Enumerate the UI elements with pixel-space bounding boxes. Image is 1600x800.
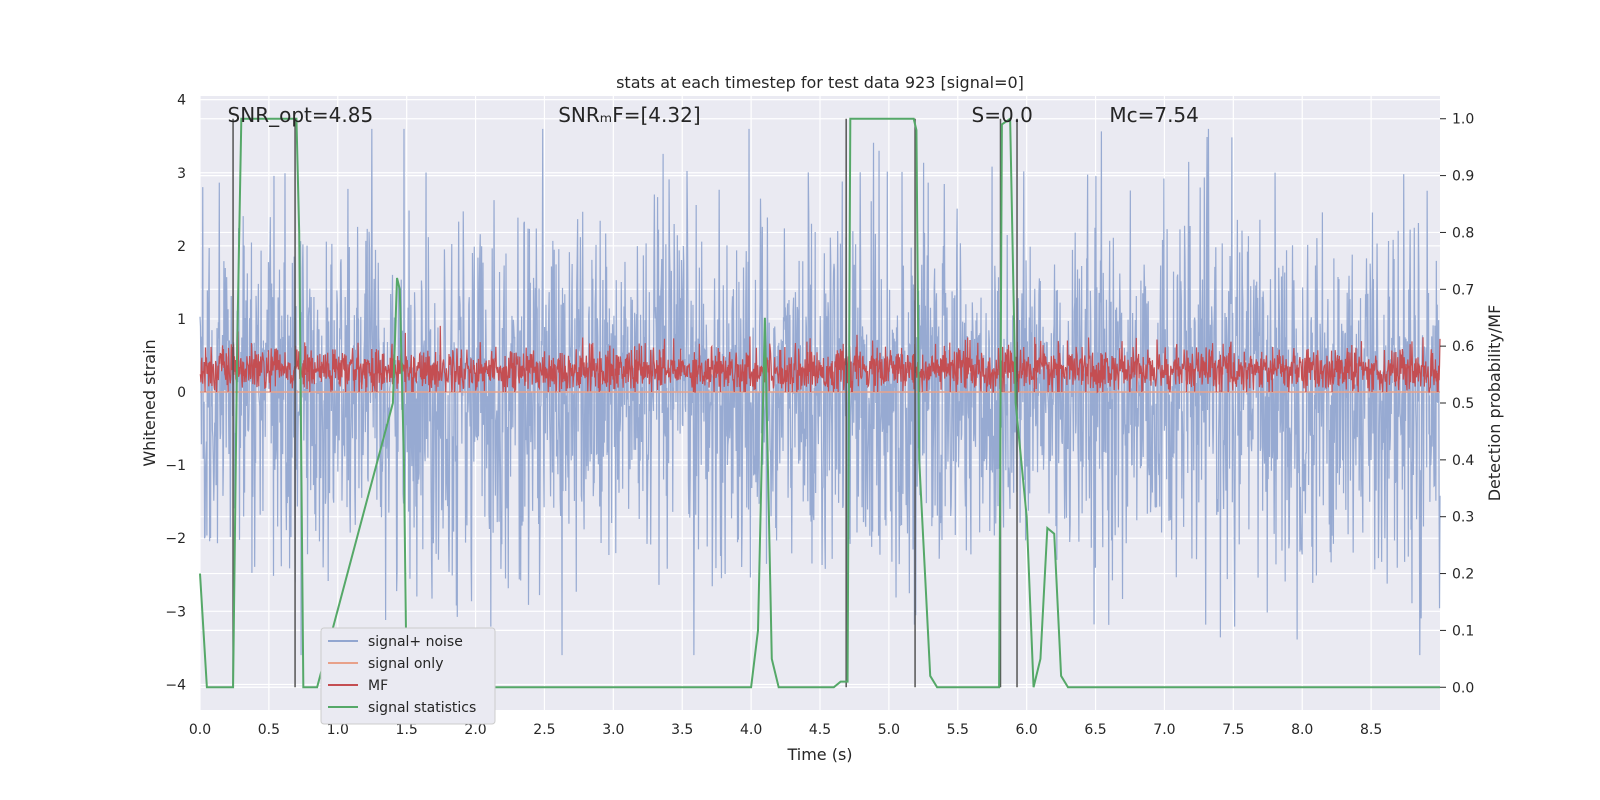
x-tick-label: 2.5 [533,722,555,738]
y2-axis-ticks: 1.0 0.9 0.8 0.7 0.6 0.5 0.4 0.3 0.2 0.1 0.0 [1440,112,1474,696]
y2-tick-label: 0.3 [1452,510,1474,526]
y2-tick-label: 1.0 [1452,112,1474,128]
x-tick-label: 3.5 [671,722,693,738]
x-tick-label: 0.0 [189,722,211,738]
legend-box [320,627,496,725]
annotation-mc: Mᴄ=7.54 [1109,103,1199,127]
legend-label: signal statistics [368,700,476,716]
y-tick-label: 0 [177,385,186,401]
y2-tick-label: 0.9 [1452,169,1474,185]
x-tick-label: 7.5 [1222,722,1244,738]
x-tick-label: 2.0 [464,722,486,738]
y-tick-label: 3 [177,166,186,182]
x-tick-label: 8.0 [1291,722,1313,738]
y2-tick-label: 0.1 [1452,623,1474,639]
mf-trace [199,325,1441,394]
y-axis-ticks: 4 3 2 1 0 −1 −2 −3 −4 [165,93,186,694]
y2-tick-label: 0.6 [1452,339,1474,355]
y-tick-label: 1 [177,312,186,328]
y-tick-label: 4 [177,93,186,109]
x-tick-label: 5.5 [947,722,969,738]
x-tick-label: 1.5 [396,722,418,738]
y2-axis-label: Detection probability/MF [1485,305,1504,502]
y2-tick-label: 0.7 [1452,282,1474,298]
x-tick-label: 1.0 [327,722,349,738]
x-tick-label: 4.0 [740,722,762,738]
annotations: SNR_opt=4.85 SNRₘF=[4.32] S=0.0 Mᴄ=7.54 [228,103,1199,127]
y-tick-label: −4 [165,677,186,693]
legend-label: signal+ noise [368,634,463,650]
x-tick-label: 5.0 [878,722,900,738]
legend-label: signal only [368,656,443,672]
chart-title: stats at each timestep for test data 923… [616,73,1024,92]
y-tick-label: 2 [177,239,186,255]
y2-tick-label: 0.0 [1452,680,1474,696]
annotation-snr-mf: SNRₘF=[4.32] [558,103,700,127]
y-tick-label: −1 [165,458,186,474]
x-axis-label: Time (s) [786,745,852,764]
signal-statistics-series [199,116,1440,689]
legend: signal+ noise signal only MF signal statist… [320,627,496,725]
signal-statistics-line [199,116,1440,689]
x-tick-label: 8.5 [1360,722,1382,738]
vertical-markers [232,118,1018,688]
y-tick-label: −3 [165,604,186,620]
y2-tick-label: 0.8 [1452,225,1474,241]
x-tick-label: 4.5 [809,722,831,738]
legend-label: MF [368,678,388,694]
y-axis-label: Whitened strain [140,339,159,466]
y2-tick-label: 0.4 [1452,453,1474,469]
y2-tick-label: 0.2 [1452,567,1474,583]
x-tick-label: 0.5 [258,722,280,738]
annotation-snr-opt: SNR_opt=4.85 [228,103,374,127]
x-tick-label: 6.0 [1016,722,1038,738]
x-axis-ticks: 0.0 0.5 1.0 1.5 2.0 2.5 3.0 3.5 4.0 4.5 5.0 5.5 6.0 6… [189,722,1382,738]
y2-tick-label: 0.5 [1452,396,1474,412]
x-tick-label: 6.5 [1084,722,1106,738]
x-tick-label: 3.0 [602,722,624,738]
y-tick-label: −2 [165,531,186,547]
mf-series [199,325,1441,394]
annotation-s-stat: S=0.0 [972,103,1033,127]
x-tick-label: 7.0 [1153,722,1175,738]
